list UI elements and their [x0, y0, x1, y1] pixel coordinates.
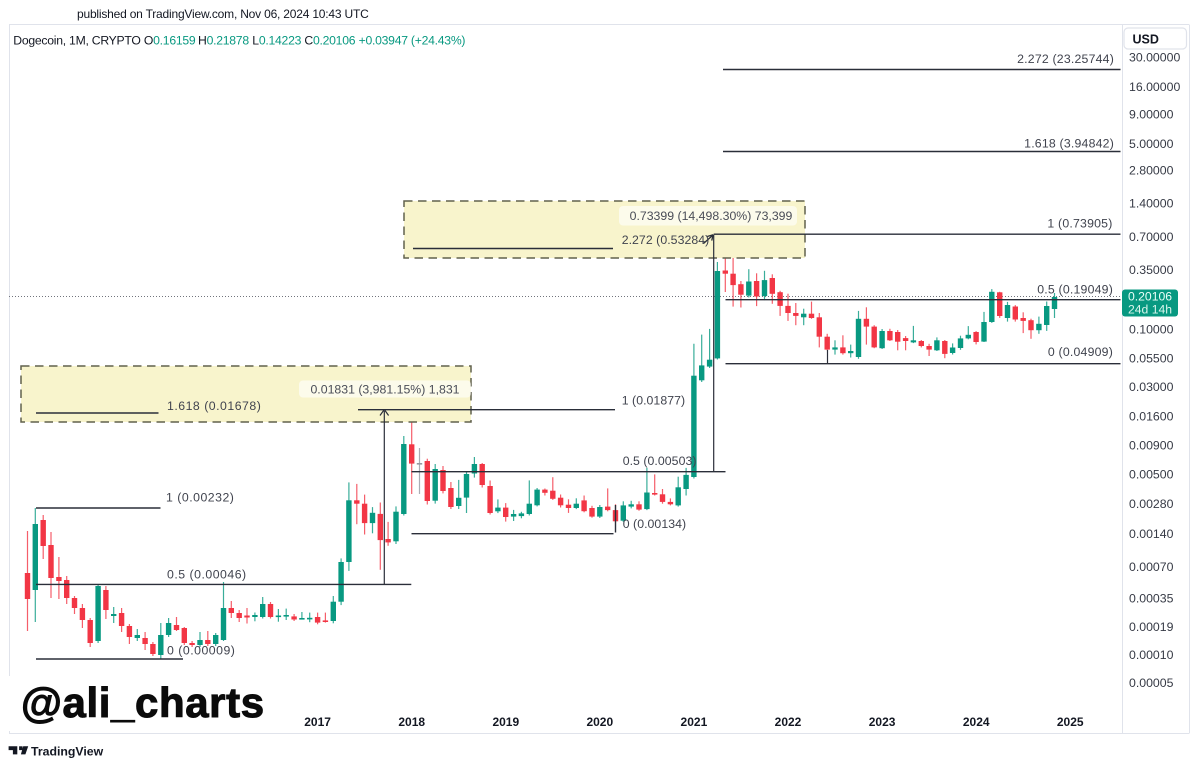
svg-text:2020: 2020: [586, 715, 613, 729]
svg-text:USD: USD: [1133, 33, 1159, 47]
svg-text:0.20106: 0.20106: [1128, 290, 1172, 304]
svg-text:0.00010: 0.00010: [1129, 648, 1174, 662]
svg-text:0.10000: 0.10000: [1129, 323, 1174, 337]
svg-text:0.01600: 0.01600: [1129, 410, 1174, 424]
svg-text:0.05500: 0.05500: [1129, 352, 1174, 366]
svg-text:H0.21878: H0.21878: [198, 34, 249, 48]
svg-text:0.35000: 0.35000: [1129, 263, 1174, 277]
svg-text:2017: 2017: [304, 715, 331, 729]
svg-text:24d 14h: 24d 14h: [1128, 303, 1172, 317]
svg-text:C0.20106: C0.20106: [304, 34, 355, 48]
svg-text:0 (0.04909): 0 (0.04909): [1048, 345, 1113, 359]
svg-text:2024: 2024: [963, 715, 990, 729]
svg-text:0.00005: 0.00005: [1129, 676, 1174, 690]
svg-text:0 (0.00009): 0 (0.00009): [167, 644, 235, 658]
svg-text:+0.03947 (+24.43%): +0.03947 (+24.43%): [359, 34, 466, 48]
svg-text:0.03000: 0.03000: [1129, 380, 1174, 394]
svg-text:0.00900: 0.00900: [1129, 439, 1174, 453]
svg-text:1.40000: 1.40000: [1129, 197, 1174, 211]
svg-text:9.00000: 9.00000: [1129, 108, 1174, 122]
svg-text:30.00000: 30.00000: [1129, 51, 1180, 65]
svg-text:1 (0.01877): 1 (0.01877): [622, 394, 685, 408]
svg-text:0.70000: 0.70000: [1129, 230, 1174, 244]
svg-text:0.00070: 0.00070: [1129, 560, 1174, 574]
svg-text:2.272 (23.25744): 2.272 (23.25744): [1017, 52, 1114, 66]
svg-text:2023: 2023: [869, 715, 896, 729]
svg-text:0.5 (0.19049): 0.5 (0.19049): [1037, 283, 1113, 297]
svg-text:0 (0.00134): 0 (0.00134): [623, 517, 686, 531]
svg-text:0.5 (0.00503): 0.5 (0.00503): [623, 454, 697, 468]
svg-text:Dogecoin, 1M, CRYPTO: Dogecoin, 1M, CRYPTO: [13, 34, 140, 48]
svg-text:0.01831 (3,981.15%) 1,831: 0.01831 (3,981.15%) 1,831: [310, 383, 459, 397]
svg-text:0.00500: 0.00500: [1129, 468, 1174, 482]
svg-text:2021: 2021: [681, 715, 708, 729]
svg-text:published on TradingView.com,: published on TradingView.com, Nov 06, 20…: [77, 7, 369, 21]
svg-text:2022: 2022: [775, 715, 802, 729]
svg-text:2.80000: 2.80000: [1129, 164, 1174, 178]
svg-text:1.618 (3.94842): 1.618 (3.94842): [1024, 137, 1114, 151]
svg-text:TradingView: TradingView: [31, 745, 104, 759]
svg-text:2019: 2019: [492, 715, 519, 729]
svg-text:2.272 (0.53284): 2.272 (0.53284): [622, 233, 710, 247]
svg-text:@ali_charts: @ali_charts: [21, 679, 265, 726]
svg-text:0.00019: 0.00019: [1129, 620, 1174, 634]
svg-text:0.73399 (14,498.30%) 73,399: 0.73399 (14,498.30%) 73,399: [630, 209, 793, 223]
svg-text:0.00035: 0.00035: [1129, 592, 1174, 606]
svg-text:O0.16159: O0.16159: [144, 34, 196, 48]
svg-text:1 (0.00232): 1 (0.00232): [166, 491, 234, 505]
svg-text:1.618 (0.01678): 1.618 (0.01678): [167, 399, 261, 413]
svg-text:1 (0.73905): 1 (0.73905): [1047, 217, 1112, 231]
svg-text:0.5 (0.00046): 0.5 (0.00046): [167, 568, 247, 582]
svg-text:2025: 2025: [1057, 715, 1084, 729]
svg-text:2018: 2018: [398, 715, 425, 729]
svg-text:16.00000: 16.00000: [1129, 80, 1180, 94]
svg-text:0.00140: 0.00140: [1129, 527, 1174, 541]
svg-text:0.00280: 0.00280: [1129, 497, 1174, 511]
svg-text:5.00000: 5.00000: [1129, 137, 1174, 151]
svg-text:L0.14223: L0.14223: [252, 34, 301, 48]
